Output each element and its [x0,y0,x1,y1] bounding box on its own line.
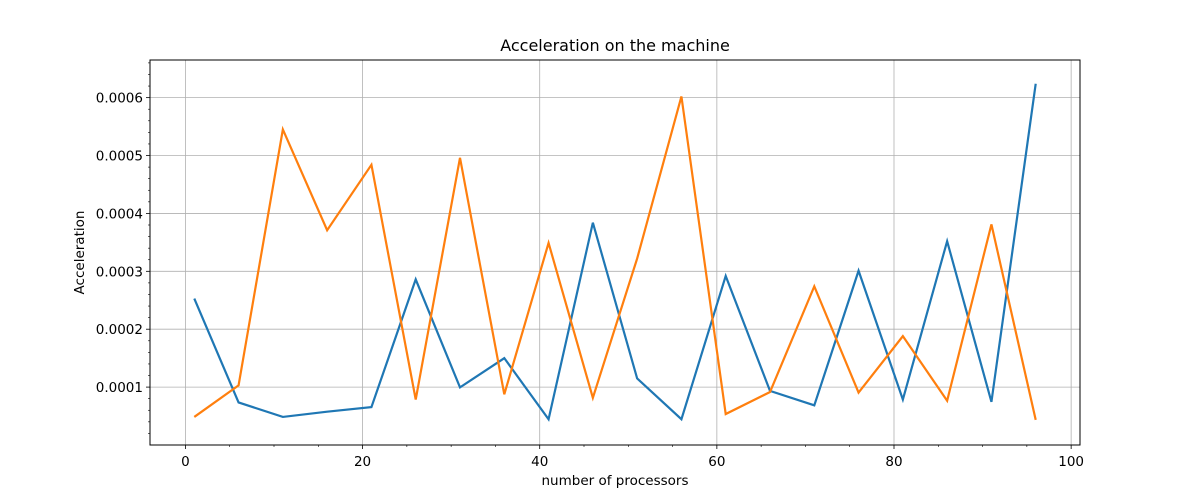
y-tick-label: 0.0004 [96,206,143,222]
grid [150,60,1080,445]
y-axis-label: Acceleration [72,211,88,295]
x-tick-label: 80 [885,454,902,470]
x-tick-label: 0 [181,454,190,470]
y-tick-label: 0.0003 [96,264,143,280]
series-lines [193,83,1037,422]
x-axis-label: number of processors [541,473,688,489]
series-line-2 [193,96,1037,421]
y-tick-label: 0.0006 [96,91,143,107]
x-tick-label: 60 [708,454,725,470]
series-line-1 [193,83,1037,422]
x-tick-label: 40 [531,454,548,470]
plot-frame [149,59,1081,446]
x-tick-label: 20 [354,454,371,470]
x-tick-label: 100 [1058,454,1084,470]
chart-title: Acceleration on the machine [500,36,730,55]
y-tick-label: 0.0001 [96,380,143,396]
ticks: 0 20 40 60 80 100 0.0001 0.0002 0.0003 0.0004 0.00… [96,62,1084,470]
y-tick-label: 0.0002 [96,322,143,338]
y-tick-label: 0.0005 [96,149,143,165]
